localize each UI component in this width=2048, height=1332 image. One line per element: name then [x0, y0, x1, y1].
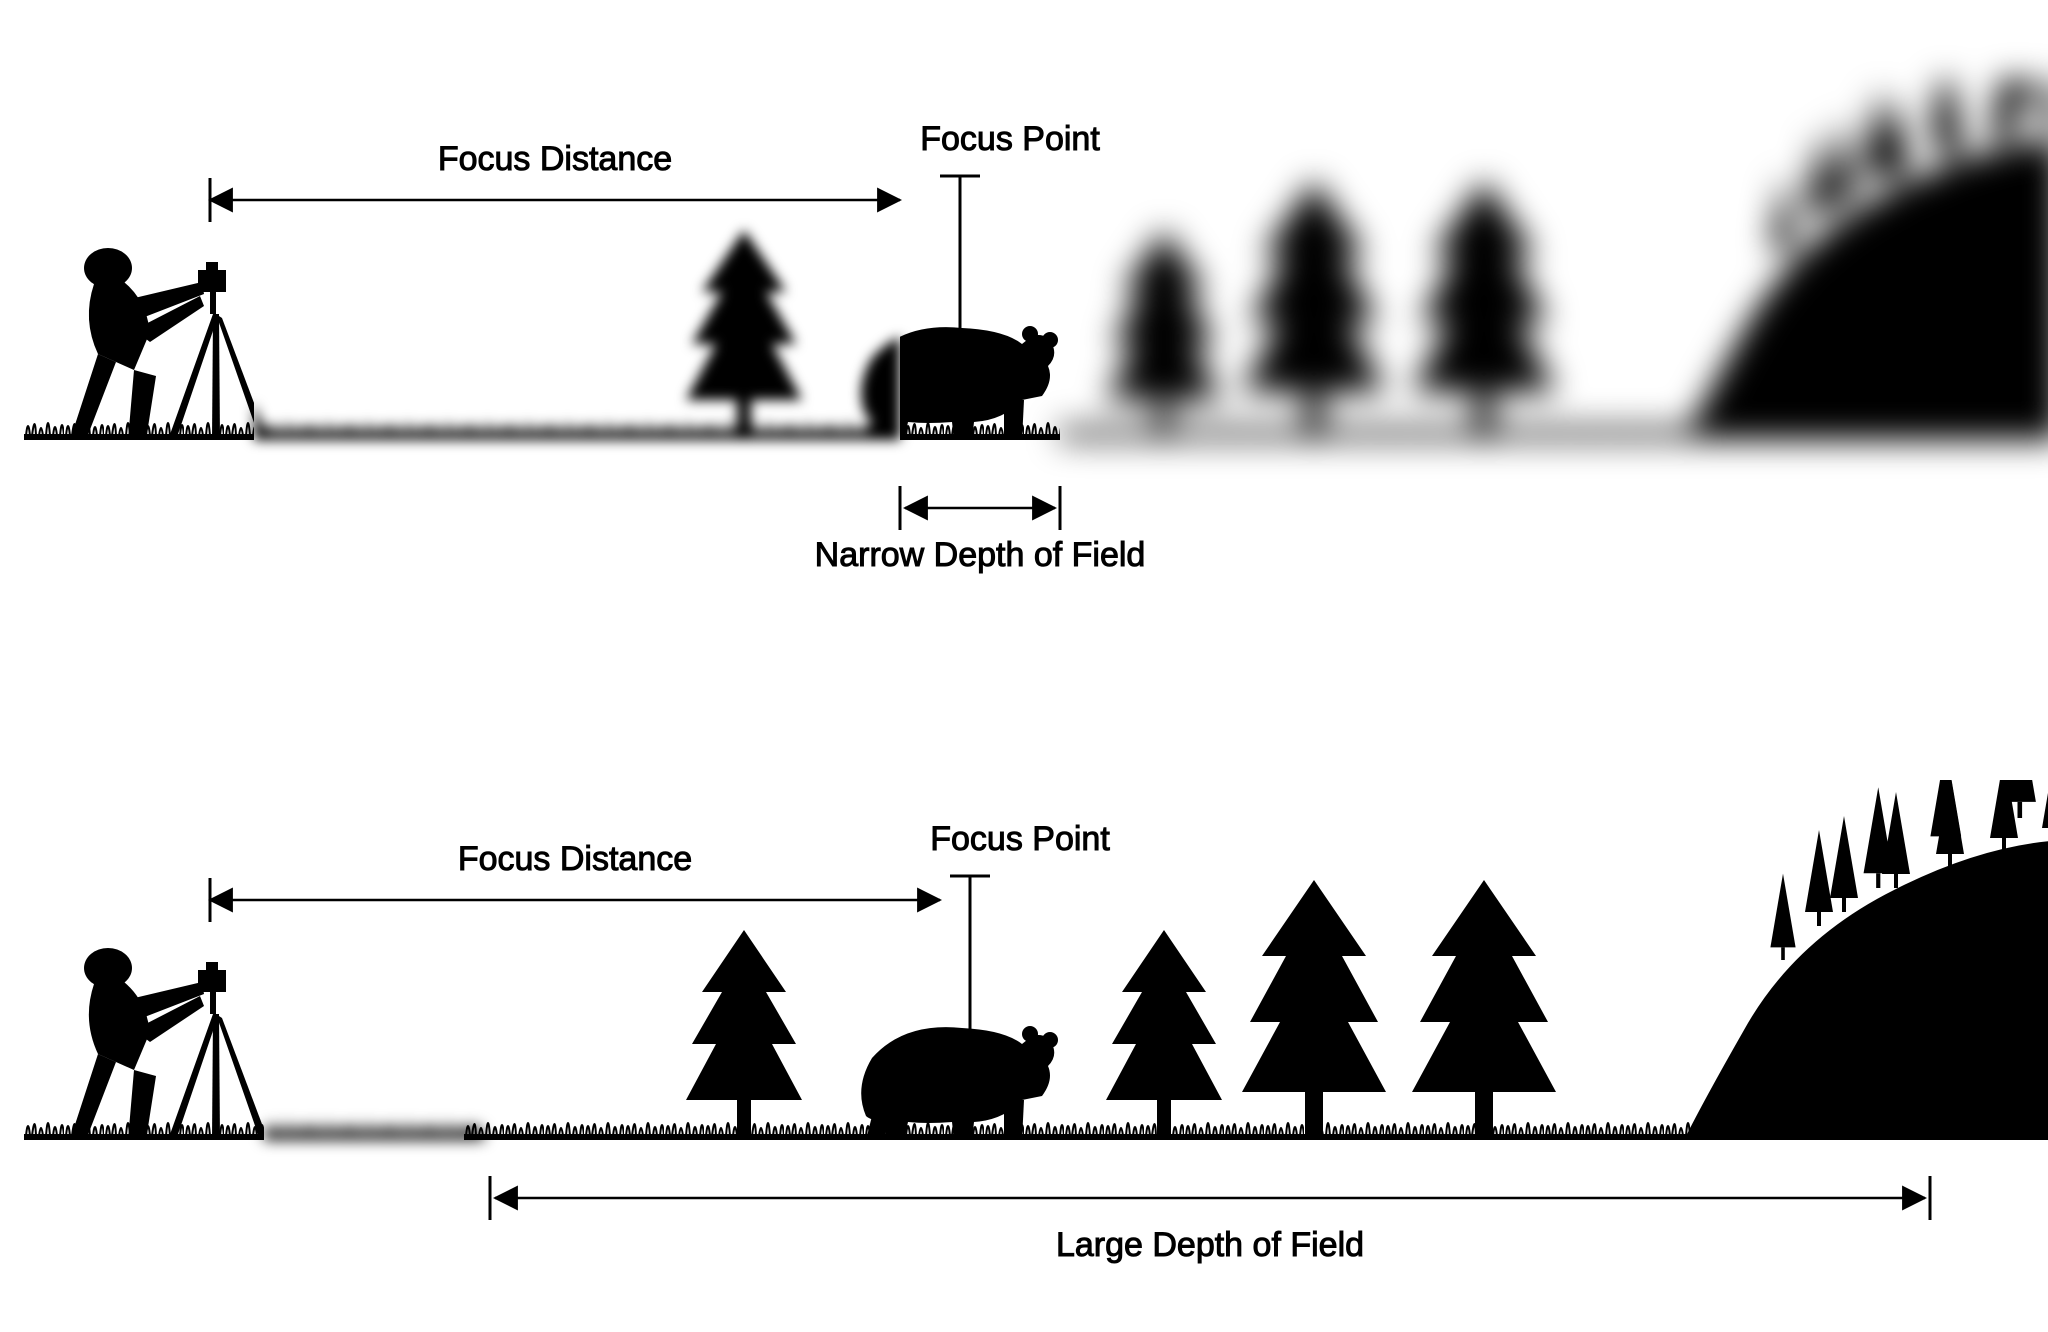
dof-label-top: Narrow Depth of Field — [815, 536, 1146, 574]
focus-point-label-bottom: Focus Point — [930, 820, 1110, 858]
large-sharp-region — [24, 672, 2048, 1140]
panel-large-dof — [24, 672, 2048, 1140]
panel-narrow-dof — [24, 0, 2048, 440]
focus-distance-label-top: Focus Distance — [438, 140, 672, 178]
depth-of-field-diagram: Focus Distance Focus Point Narrow Depth … — [0, 0, 2048, 1332]
panel-large-annotations: Focus Distance Focus Point Large Depth o… — [210, 820, 1930, 1264]
focus-point-label-top: Focus Point — [920, 120, 1100, 158]
dof-label-bottom: Large Depth of Field — [1056, 1226, 1364, 1264]
focus-distance-label-bottom: Focus Distance — [458, 840, 692, 878]
